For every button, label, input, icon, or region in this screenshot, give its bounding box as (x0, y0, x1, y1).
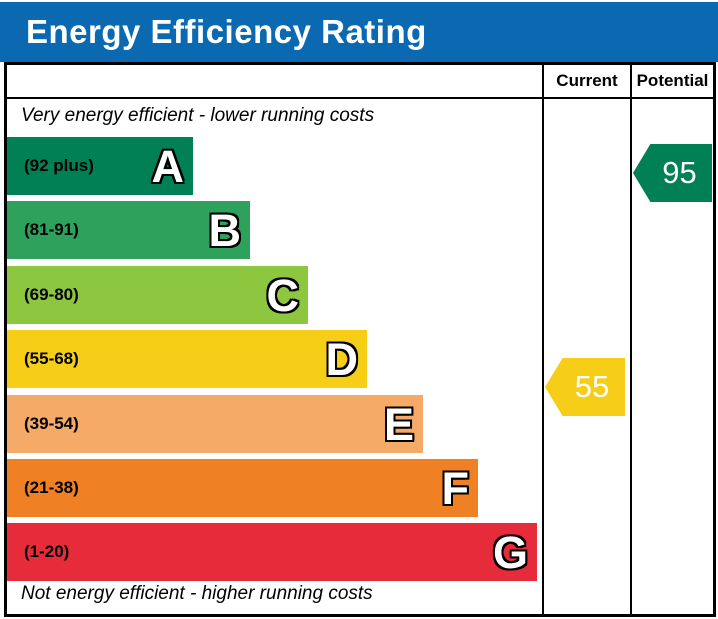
band-b-range: (81-91) (24, 220, 79, 239)
band-f-range: (21-38) (24, 478, 79, 497)
band-a: (92 plus) A (7, 137, 193, 195)
band-c-letter: C (266, 269, 300, 321)
current-column-header: Current (556, 71, 618, 90)
top-note: Very energy efficient - lower running co… (21, 105, 375, 126)
band-f-letter: F (441, 462, 470, 514)
band-d-letter: D (325, 333, 359, 385)
band-b: (81-91) B (7, 201, 250, 259)
band-f: (21-38) F (7, 459, 478, 517)
current-rating-marker: 55 (545, 358, 625, 416)
potential-column-header: Potential (636, 71, 709, 90)
band-g-letter: G (492, 526, 528, 578)
bottom-note: Not energy efficient - higher running co… (21, 583, 373, 604)
band-a-letter: A (151, 140, 185, 192)
band-d: (55-68) D (7, 330, 367, 388)
band-c-range: (69-80) (24, 285, 79, 304)
band-e-range: (39-54) (24, 414, 79, 433)
band-d-range: (55-68) (24, 349, 79, 368)
header-divider (7, 97, 713, 99)
potential-rating-marker: 95 (633, 144, 712, 202)
potential-rating-value: 95 (662, 155, 697, 190)
band-e: (39-54) E (7, 395, 423, 453)
potential-column-divider (630, 65, 632, 614)
epc-table: Current Potential Very energy efficient … (4, 62, 716, 617)
band-b-letter: B (208, 204, 242, 256)
band-a-range: (92 plus) (24, 156, 94, 175)
band-g: (1-20) G (7, 523, 537, 581)
band-e-letter: E (383, 398, 414, 450)
current-rating-value: 55 (574, 369, 610, 404)
band-g-range: (1-20) (24, 542, 70, 561)
page-title: Energy Efficiency Rating (0, 2, 718, 62)
band-c: (69-80) C (7, 266, 308, 324)
current-column-divider (542, 65, 544, 614)
